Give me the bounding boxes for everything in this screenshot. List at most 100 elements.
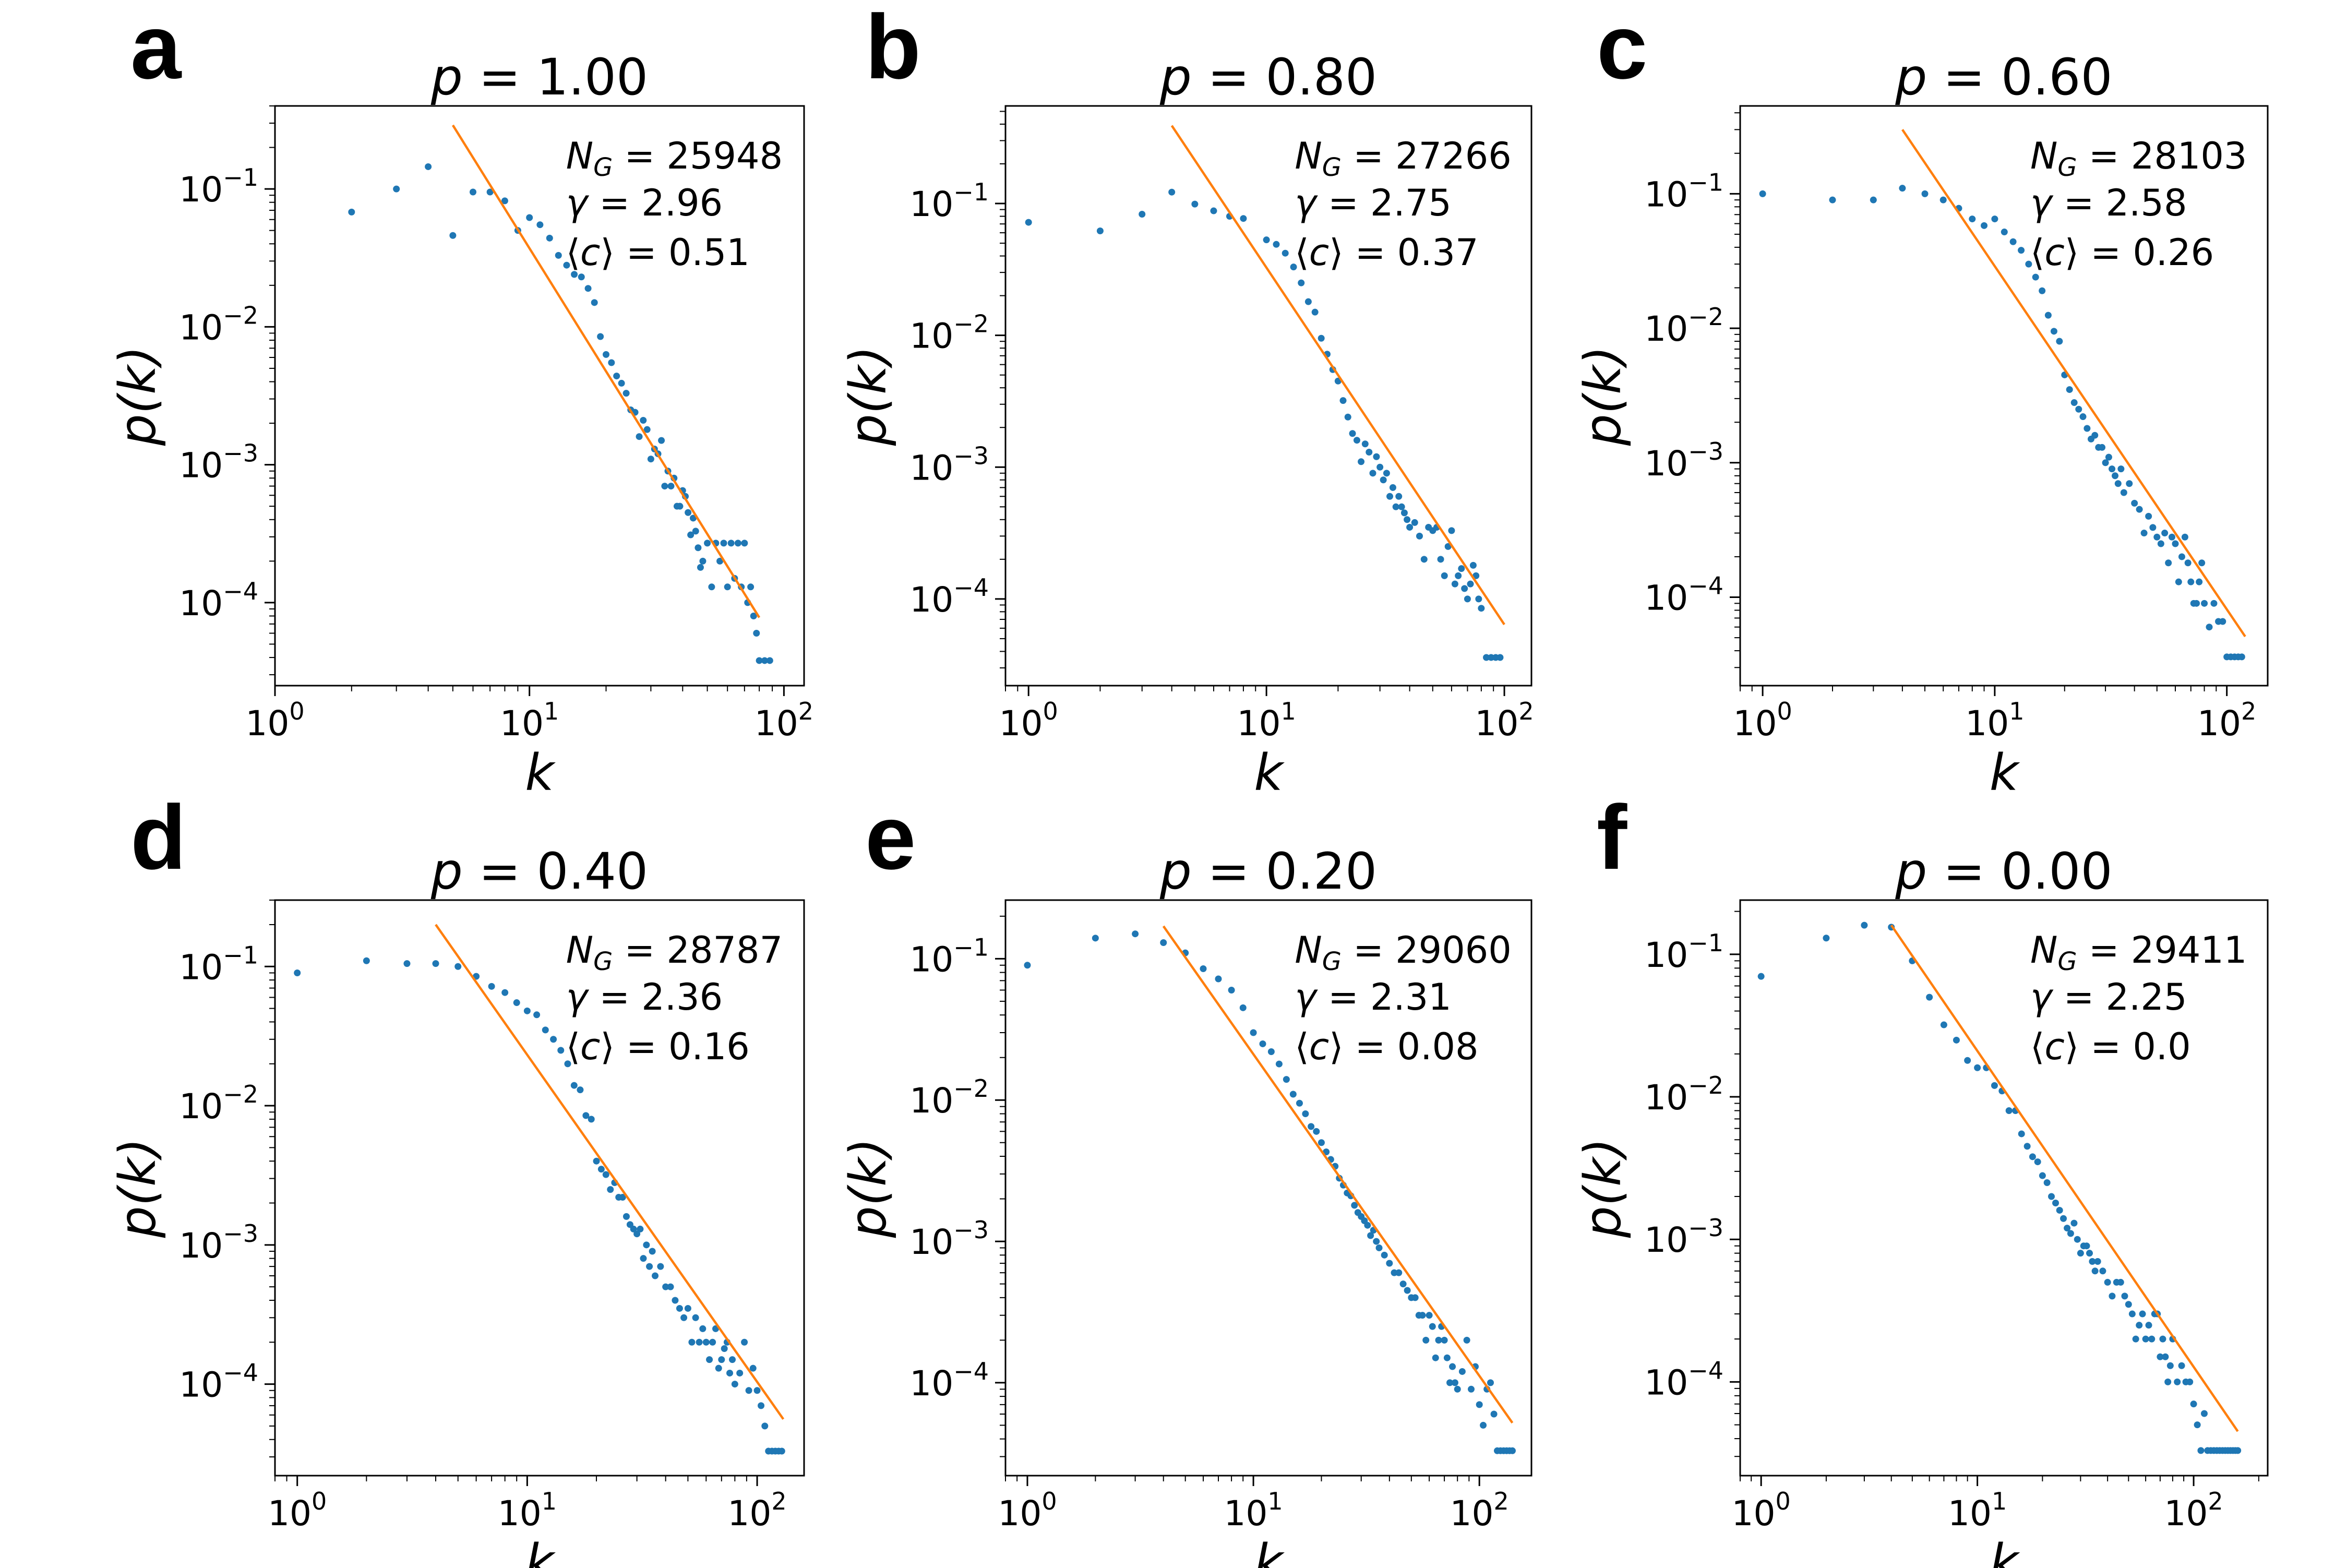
y-tick-label: 10−4 [1644,572,1723,618]
panel-letter: b [865,0,921,98]
data-point [2139,1310,2146,1318]
data-point [513,999,520,1007]
data-point [1308,1123,1315,1130]
data-point [704,540,711,547]
x-axis-label: k [525,1534,556,1568]
data-point [745,1387,752,1394]
data-point [657,1263,664,1270]
data-point [720,540,727,547]
y-axis-label: p(k) [1574,1138,1632,1238]
data-point [1478,605,1485,612]
x-tick-label: 101 [1237,697,1296,744]
data-point [689,514,697,522]
data-point [676,502,684,510]
data-point [716,557,724,565]
x-tick-label: 101 [500,697,559,744]
data-point [1757,973,1765,980]
data-point [1444,543,1452,550]
data-point [715,1364,722,1372]
data-point [2193,600,2200,607]
data-point [593,1157,600,1165]
annotation-clustering: ⟨c⟩ = 0.37 [1295,231,1478,274]
x-tick-label: 102 [1450,1487,1509,1534]
data-point [2018,1130,2025,1138]
data-point [2206,624,2213,631]
data-point [647,456,654,463]
data-point [1468,1385,1475,1393]
data-point [1458,565,1465,572]
data-point [672,1297,679,1304]
data-point [1302,1110,1309,1117]
panel-f: f p = 0.00 100 101 102 10−4 10−3 10−2 10−1 k p(k) N… [1574,787,2269,1568]
data-point [1344,413,1351,421]
data-point [1139,210,1146,218]
data-point [1446,1379,1454,1386]
data-point [2077,1250,2084,1257]
data-point [2091,1267,2099,1275]
data-point [2086,1250,2093,1257]
x-tick-label: 101 [1965,697,2024,744]
data-point [1454,1385,1461,1393]
data-point [2157,1353,2164,1360]
panel-title: p = 0.60 [1895,48,2112,106]
data-point [2064,1225,2071,1232]
data-point [694,544,702,552]
data-point [687,531,694,538]
data-point [1298,279,1305,286]
y-tick-label: 10−1 [1644,168,1723,214]
x-tick-label: 100 [998,1487,1057,1534]
data-point [2001,229,2008,236]
data-point [696,1338,703,1346]
data-point [449,232,457,239]
data-point [1441,572,1448,579]
y-tick-label: 10−2 [909,310,989,356]
annotation-ng: NG = 27266 [1295,135,1511,182]
data-point [2056,338,2063,345]
x-tick-label: 100 [1732,1487,1791,1534]
panel-letter: e [865,787,916,889]
data-point [2075,405,2082,413]
data-point [622,390,630,397]
data-point [582,1112,590,1119]
plot-frame [1739,899,2269,1477]
data-point [597,1166,605,1173]
data-point [640,416,647,424]
data-point [393,185,400,193]
data-point [1364,1222,1371,1229]
annotation-gamma: γ = 2.58 [2030,182,2187,224]
x-tick-label: 101 [498,1487,557,1534]
data-point [2166,1362,2174,1369]
data-point [2187,578,2195,585]
data-point [526,214,533,221]
data-point [1273,241,1280,248]
data-point [619,1193,626,1201]
data-point [2094,1258,2101,1265]
data-point [2112,472,2119,480]
data-point [2105,453,2112,461]
data-point [486,188,494,196]
data-point [1160,939,1167,947]
data-point [1991,1082,1998,1089]
y-axis-label: p(k) [109,1138,167,1238]
data-point [778,1447,785,1455]
annotation-gamma: γ = 2.75 [1295,182,1451,224]
data-point [2201,600,2208,607]
data-point [1210,207,1217,214]
y-tick-label: 10−3 [1644,437,1723,484]
data-point [1404,516,1411,523]
data-point [2178,553,2185,560]
data-point [1168,188,1176,196]
data-point [597,333,604,340]
data-point [761,657,768,664]
data-point [637,1225,644,1232]
data-point [1463,1336,1470,1344]
data-point [2197,1447,2205,1454]
y-tick-label: 10−1 [179,941,258,987]
data-point [557,1047,565,1054]
data-point [2157,540,2164,547]
data-point [2109,465,2116,473]
data-point [2198,559,2206,567]
data-point [646,1263,653,1270]
data-point [2070,399,2078,406]
data-point [2153,533,2161,541]
